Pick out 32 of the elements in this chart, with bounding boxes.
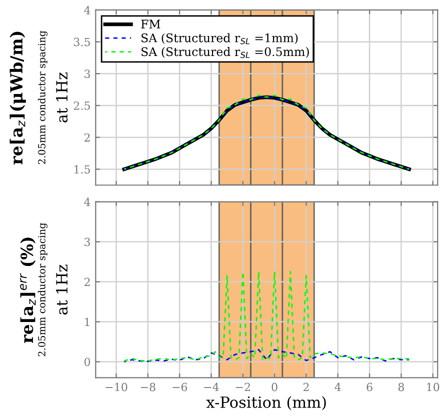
x-tick-label: −6 [172,382,188,392]
x-tick-label: −2 [236,382,250,392]
text: at 1Hz [56,264,68,315]
x-tick-label: −8 [140,382,156,392]
x-tick-label: 0 [272,382,278,392]
y-tick-label: 2.5 [74,101,90,110]
text: 2.05mm conductor spacing [38,222,48,356]
x-tick-label: 10 [427,382,440,392]
y-tick-label: 3 [84,70,90,78]
x-tick-label: 2 [303,382,309,392]
y-tick-label: 4 [84,6,90,14]
y-axis-title: re[a$_{z}$]$^{err}$ (%) [20,238,36,344]
x-tick-label: −4 [204,382,219,392]
y-tick-label: 3 [84,238,90,246]
y-tick-label: 2 [84,133,90,142]
y-tick-label: 4 [84,198,90,206]
y-tick-label: 0 [84,358,90,366]
y-tick-label: 1.5 [74,165,90,174]
y-tick-label: 3.5 [74,38,90,46]
x-tick-label: −10 [106,382,128,392]
y-axis-title: re[a$_{z}$](μWb/m) [10,32,26,164]
legend-label: SA (Structured r$_{SL}$ =1mm) [142,33,298,44]
text: at 1Hz [56,72,68,122]
legend-label: SA (Structured r$_{SL}$ =0.5mm) [142,47,309,58]
y-tick-label: 1 [85,318,90,326]
y-tick-label: 2 [84,278,90,286]
x-tick-label: 8 [398,382,404,392]
legend-label: FM [141,20,160,28]
x-tick-label: 6 [366,382,372,392]
text: 2.05mm conductor spacing [38,30,48,164]
x-tick-label: 4 [334,382,341,392]
x-axis-title: x-Position (mm) [206,396,326,410]
